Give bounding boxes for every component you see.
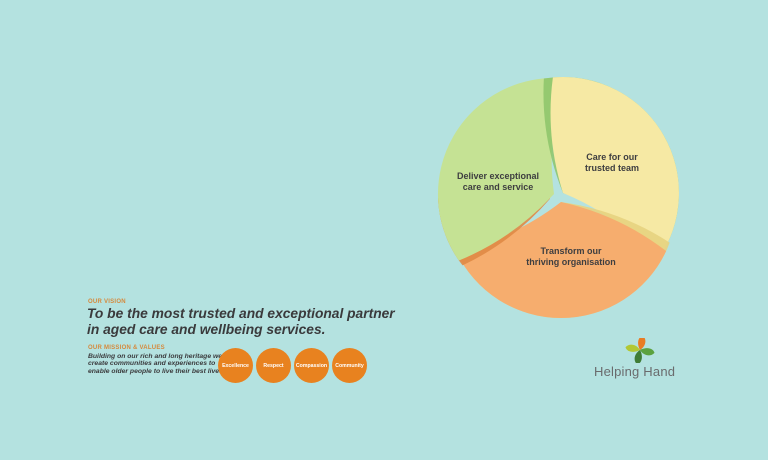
pie-slice-yellow <box>550 76 679 260</box>
value-circle-compassion: Compassion <box>294 348 329 383</box>
value-circle-community: Community <box>332 348 367 383</box>
leaf-top-left <box>625 344 640 352</box>
strategy-pie-chart <box>437 76 679 319</box>
value-label: Respect <box>263 362 284 369</box>
value-label: Compassion <box>295 362 328 369</box>
value-circle-respect: Respect <box>256 348 291 383</box>
value-label: Excellence <box>222 362 249 369</box>
leaf-top-right <box>638 338 646 350</box>
mission-eyebrow: OUR MISSION & VALUES <box>88 345 165 351</box>
value-circle-excellence: Excellence <box>218 348 253 383</box>
value-label: Community <box>335 362 364 369</box>
helping-hand-leaf-icon <box>625 338 655 363</box>
leaf-bottom-left <box>634 350 642 363</box>
helping-hand-wordmark: Helping Hand <box>594 364 676 379</box>
mission-statement: Building on our rich and long heritage w… <box>88 353 225 375</box>
values-row: Excellence Respect Compassion Community <box>218 348 367 383</box>
vision-statement: To be the most trusted and exceptional p… <box>87 306 395 337</box>
pie-slice-orange <box>455 202 667 319</box>
leaf-bottom-right <box>640 348 655 356</box>
pie-slice-green-edge <box>437 198 550 261</box>
vision-eyebrow: OUR VISION <box>88 299 126 305</box>
